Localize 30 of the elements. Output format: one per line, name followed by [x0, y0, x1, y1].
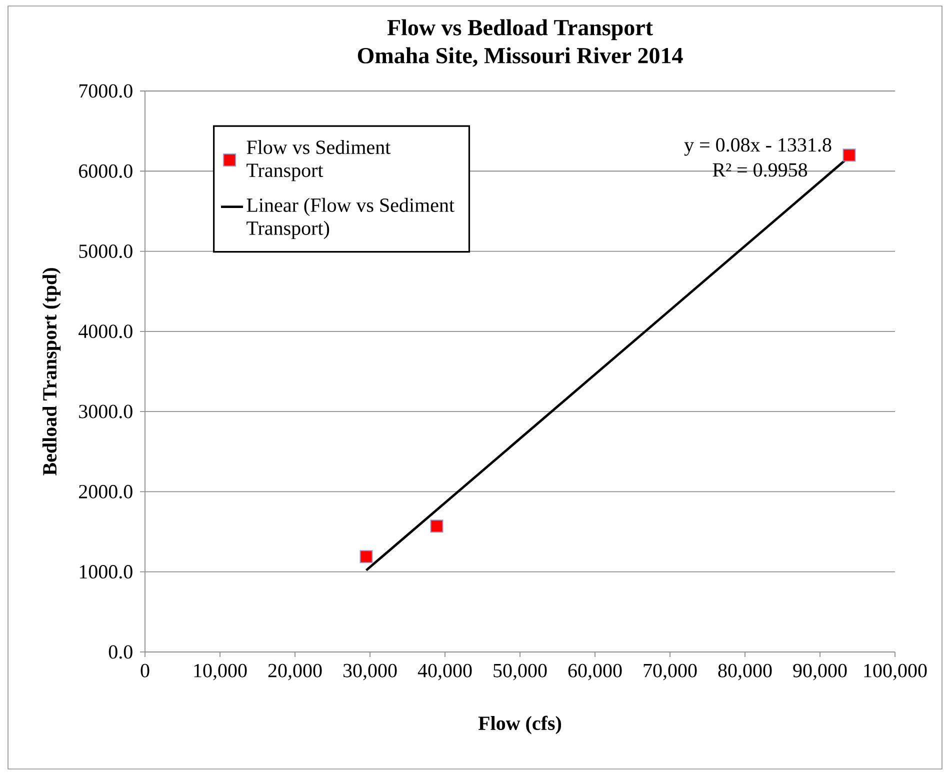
y-tick-label: 2000.0	[79, 484, 132, 498]
y-tick-label: 6000.0	[79, 164, 132, 178]
x-tick-label: 10,000	[194, 664, 247, 680]
y-tick-label: 3000.0	[79, 404, 132, 418]
x-tick-label: 70,000	[644, 664, 697, 680]
legend-label: Flow vs Sediment Transport	[246, 140, 391, 182]
x-tick-label: 100,000	[864, 664, 927, 680]
x-tick-label: 90,000	[793, 664, 847, 680]
x-tick-label: 20,000	[268, 664, 322, 680]
annotation: y = 0.08x - 1331.8	[684, 138, 832, 156]
x-tick-label: 0	[140, 664, 150, 678]
y-tick-label: 4000.0	[78, 324, 132, 338]
x-tick-label: 80,000	[718, 664, 772, 680]
y-tick-label: 0.0	[108, 645, 132, 659]
y-axis-title: Bedload Transport (tpd)	[42, 268, 61, 476]
point	[360, 550, 373, 564]
point	[842, 148, 856, 162]
point	[430, 520, 444, 533]
y-tick-label: 7000.0	[79, 84, 132, 98]
x-tick-label: 30,000	[343, 664, 397, 680]
x-tick-label: 40,000	[418, 664, 472, 680]
x-tick-label: 60,000	[568, 664, 622, 680]
legend-label: Linear (Flow vs Sediment Transport)	[246, 198, 454, 240]
y-tick-label: 5000.0	[79, 244, 132, 258]
chart-subtitle: Omaha Site, Missouri River 2014	[358, 47, 683, 67]
x-axis-title: Flow (cfs)	[478, 716, 562, 734]
x-tick-label: 50,000	[494, 664, 547, 680]
y-tick-label: 1000.0	[80, 565, 132, 579]
chart-title: Flow vs Bedload Transport	[387, 19, 653, 40]
annotation: R² = 0.9958	[712, 163, 808, 177]
